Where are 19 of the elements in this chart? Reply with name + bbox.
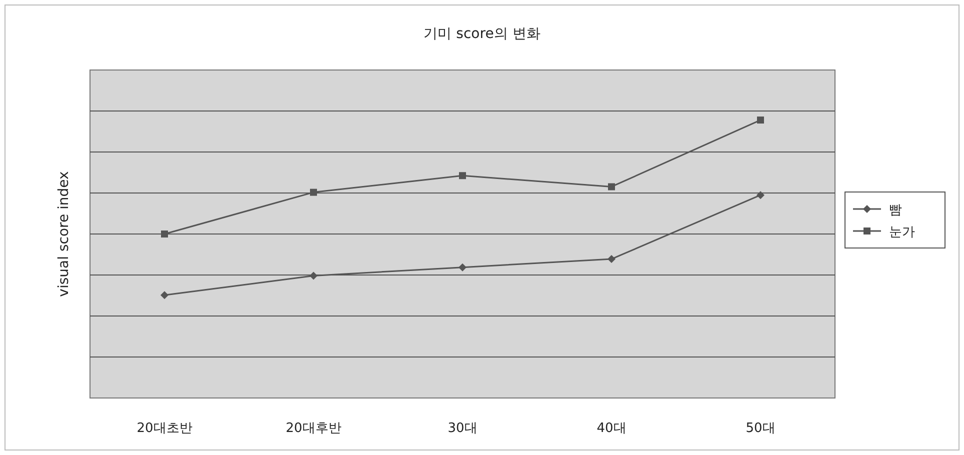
y-axis-title: visual score index <box>56 171 72 297</box>
x-tick-label: 40대 <box>596 421 626 436</box>
point <box>757 116 764 124</box>
point <box>459 172 466 180</box>
point <box>756 191 764 200</box>
point <box>458 263 466 272</box>
point <box>160 291 168 300</box>
point <box>310 272 318 280</box>
chart-title: 기미 score의 변화 <box>424 26 540 42</box>
legend-label: 빰 <box>889 203 902 218</box>
point <box>310 188 317 196</box>
legend-label: 눈가 <box>889 225 915 240</box>
x-tick-label: 20대후반 <box>286 421 342 436</box>
point <box>161 230 168 238</box>
point <box>608 255 616 264</box>
x-tick-label: 20대초반 <box>136 421 192 436</box>
point <box>608 183 615 190</box>
x-tick-label: 50대 <box>746 421 776 436</box>
x-tick-label: 30대 <box>448 421 478 436</box>
